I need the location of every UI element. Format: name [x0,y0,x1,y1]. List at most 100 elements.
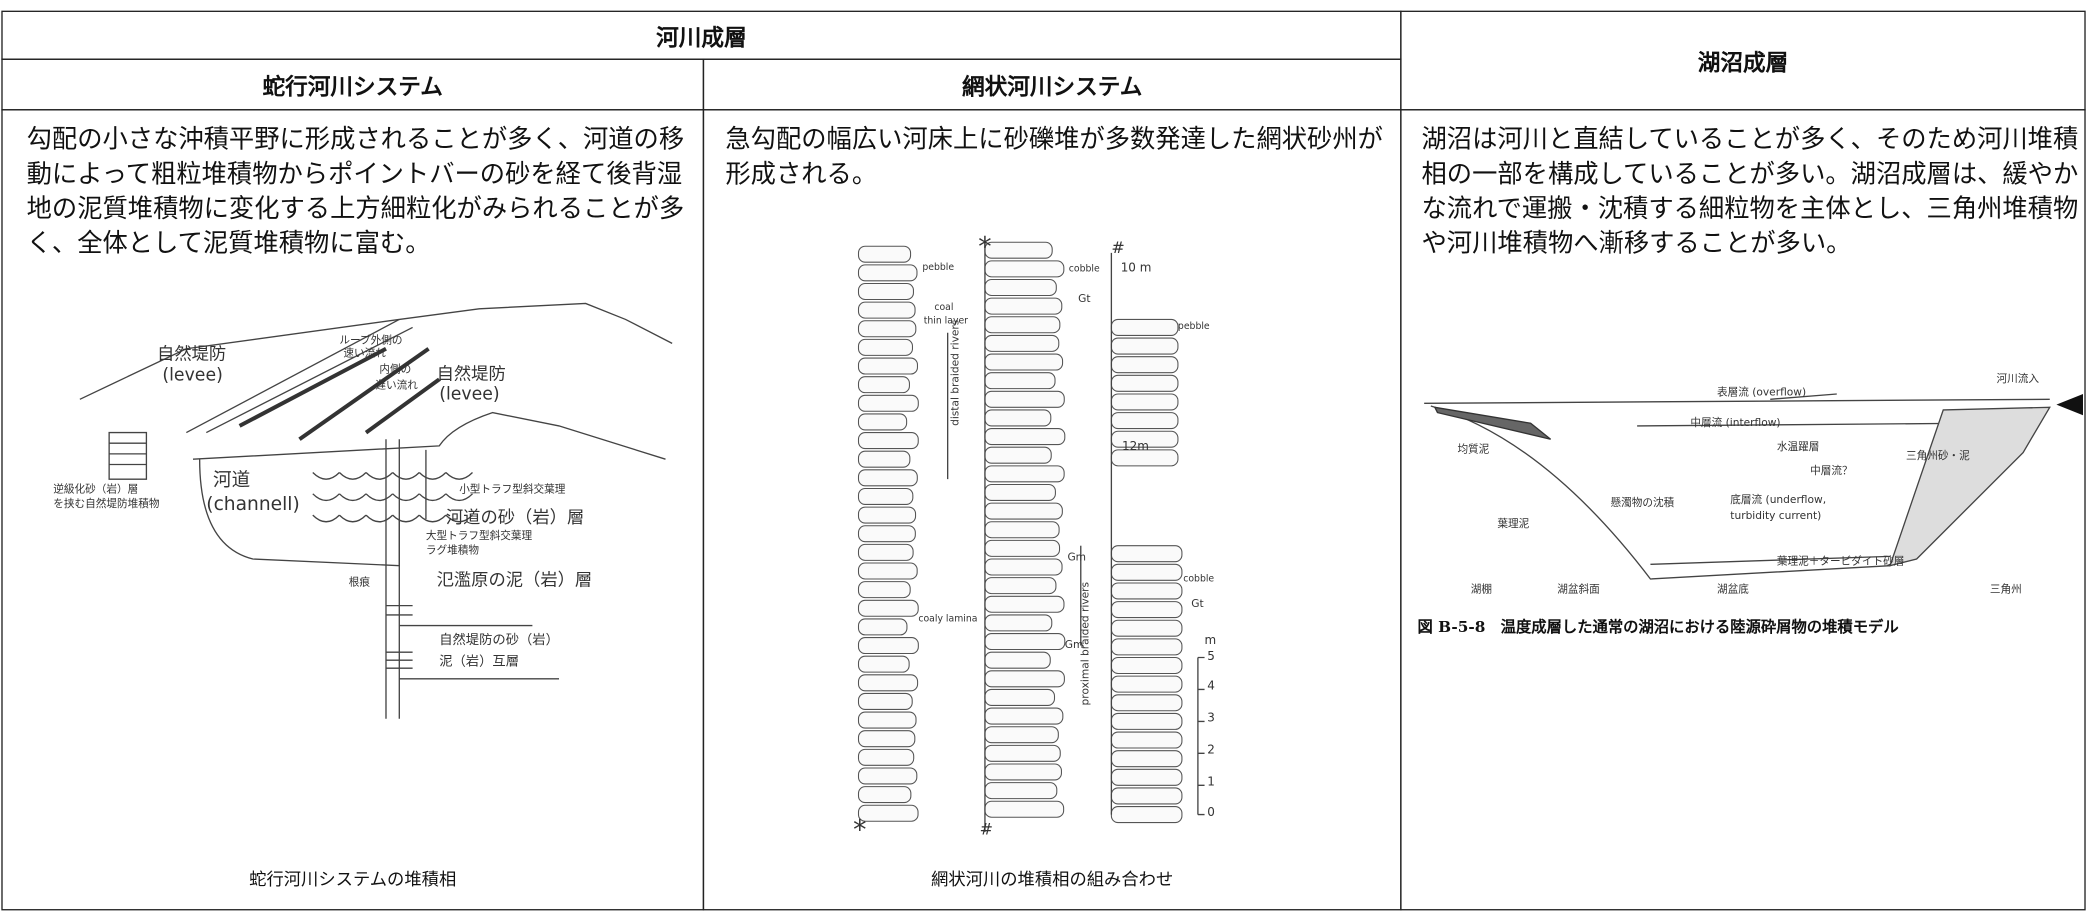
figure-label: 三角州 [1990,582,2022,595]
figure-label: distal braided rivers [948,319,961,426]
gravel-bed [857,618,908,636]
gravel-bed [857,581,911,599]
figure-label: # [980,820,993,839]
gravel-bed [1110,563,1183,581]
cross-bedding [312,472,340,480]
figure-label: 自然堤防 [157,344,226,364]
figure-label: turbidity current) [1730,509,1821,522]
description: 急勾配の幅広い河床上に砂礫堆が多数発達した網状砂州が形成される。 [725,125,1383,190]
figure-label: 内側の [379,363,411,376]
figure-label: 河道の砂（岩）層 [446,508,584,528]
gravel-bed [984,782,1058,800]
figure-label: coaly lamina [918,614,977,625]
flow-arrow [238,346,387,428]
figure-label: 4 [1207,678,1215,692]
gravel-bed [984,297,1063,315]
gravel-bed [1110,694,1183,712]
gravel-bed [984,334,1060,352]
figure-label: 2 [1207,742,1215,756]
gravel-bed [857,357,919,375]
gravel-bed [1110,374,1179,392]
gravel-bed [1110,337,1179,355]
gravel-bed [984,726,1059,744]
figure-label: 12m [1122,439,1149,453]
figure-label: 葉理泥 [1497,517,1529,530]
gravel-bed [857,264,918,282]
figure-label: 遅い流れ [375,379,418,392]
gravel-bed [984,800,1065,818]
gravel-bed [857,637,919,655]
diagram-line [1637,422,1970,427]
diagram-line [1650,555,1891,566]
gravel-bed [984,260,1065,278]
gravel-bed [984,521,1060,539]
cross-bedding [392,514,420,523]
gravel-bed [984,744,1061,762]
gravel-bed [857,711,917,729]
gravel-bed [984,688,1056,706]
figure-label: 逆級化砂（岩）層 [53,482,138,495]
gravel-bed [984,707,1064,725]
figure-label: cobble [1183,574,1214,585]
gravel-bed [857,282,914,301]
gravel-bed [984,316,1061,334]
gravel-bed [984,595,1065,613]
gravel-bed [857,469,918,487]
gravel-bed [984,446,1052,464]
gravel-bed [984,558,1063,576]
figure-label: * [853,815,866,846]
figure-caption: 図 B-5-8 温度成層した通常の湖沼における陸源砕屑物の堆積モデル [1417,617,1899,637]
gravel-bed [1110,656,1183,675]
cross-bedding [312,514,340,523]
figure-label: proximal braided rivers [1079,581,1092,705]
diagram-line [109,442,147,466]
gravel-bed [857,376,910,394]
figure-label: 氾濫原の泥（岩）層 [437,571,593,591]
description: 湖沼は河川と直結していることが多く、そのため河川堆積相の一部を構成していることが… [1421,125,2079,259]
figure-label: 湖棚 [1471,582,1492,595]
cross-bedding [338,514,367,523]
diagram-line [206,326,413,434]
gravel-bed [1110,675,1183,693]
hatch-zone [1433,406,1552,440]
figure-label: coal [934,302,953,313]
gravel-bed [1110,619,1183,637]
gravel-bed [857,543,914,561]
gravel-bed [984,372,1056,390]
cross-bedding [365,514,394,523]
gravel-bed [984,670,1065,688]
gravel-bed [1110,601,1183,619]
gravel-bed [1110,787,1183,805]
diagram-line [198,459,400,567]
gravel-bed [984,502,1063,520]
gravel-bed [1110,393,1179,411]
gravel-bed [857,599,919,617]
figure-label: 速い流れ [343,347,386,360]
delta-zone [1888,406,2051,567]
gravel-bed [984,633,1066,651]
gravel-bed [984,651,1051,669]
gravel-bed [857,786,912,804]
gravel-bed [857,804,919,822]
figure-label: 河道 [213,470,250,491]
gravel-bed [857,338,914,356]
gravel-bed [1110,638,1183,656]
cross-bedding [418,514,447,523]
diagram-line [385,604,413,669]
gravel-bed [1110,582,1183,600]
gravel-bed [984,390,1065,408]
figure-label: 泥（岩）互層 [439,654,519,670]
cross-bedding [338,493,367,502]
gravel-bed [857,730,916,748]
inflow-arrow [2056,393,2084,416]
figure-label: 湖盆斜面 [1557,582,1600,595]
cross-bedding [445,493,473,502]
description: 勾配の小さな沖積平野に形成されることが多く、河道の移動によって粗粒堆積物からポイ… [26,125,685,259]
figure-label: 葉理泥＋タービダイト砂層 [1777,554,1904,567]
gravel-bed [857,674,919,692]
figure-label: 5 [1207,649,1215,663]
figure-label: 大型トラフ型斜交葉理 [426,529,533,542]
gravel-bed [857,767,918,785]
